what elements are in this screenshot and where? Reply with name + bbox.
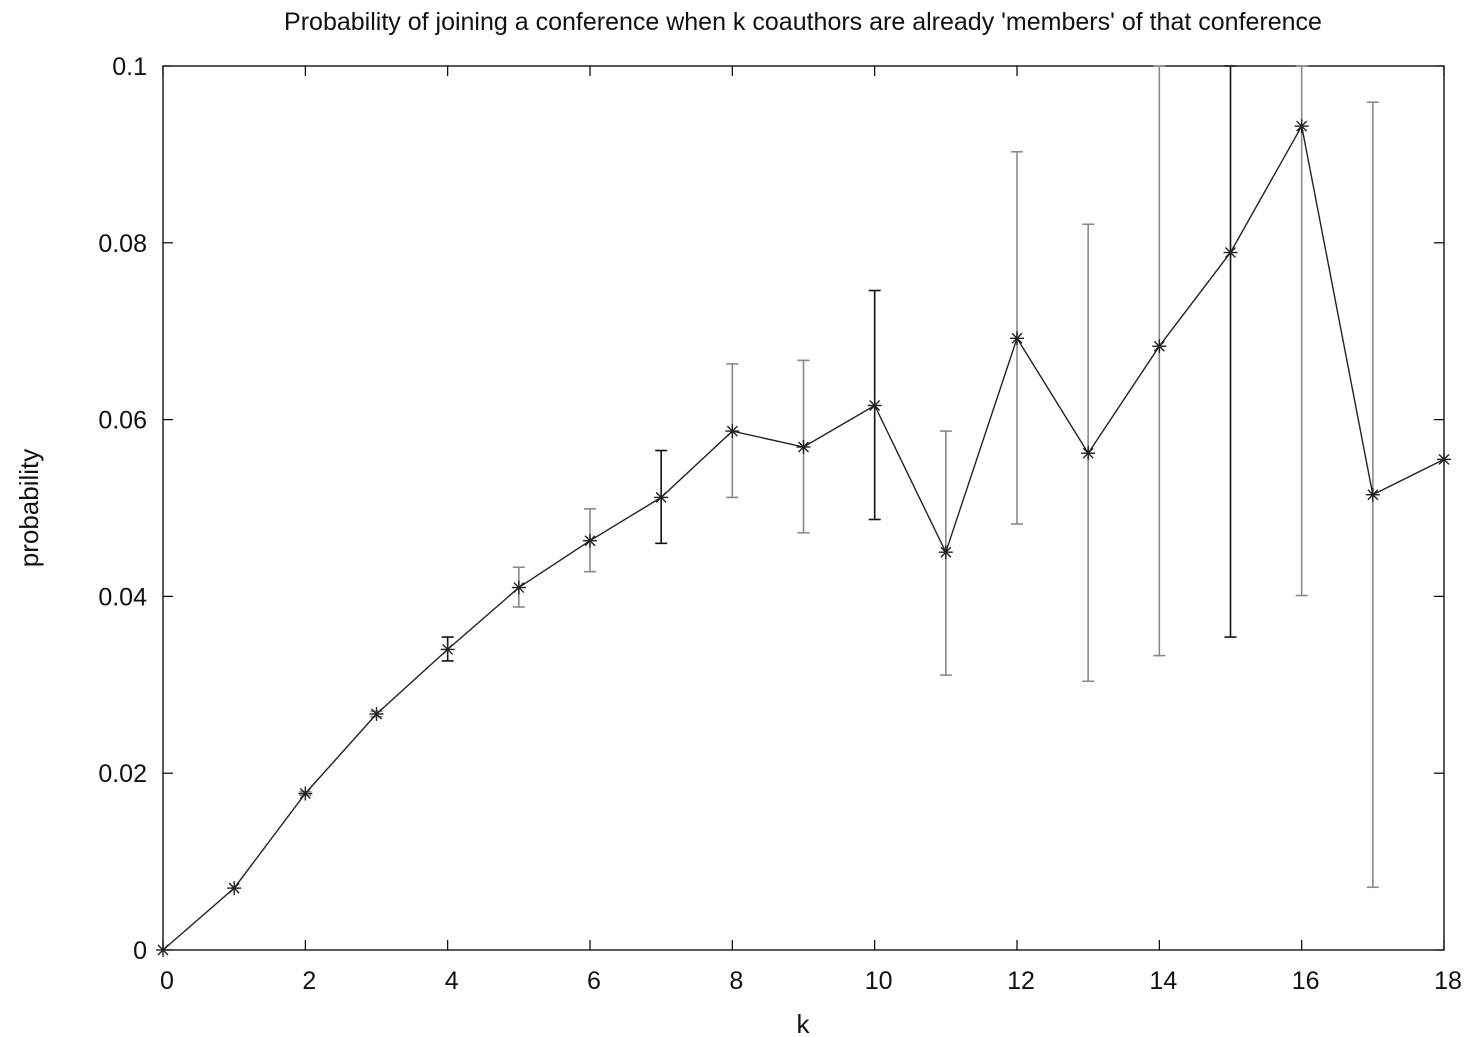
errorbars [299,65,1379,889]
y-axis: 0 0.02 0.04 0.06 0.08 0.1 [98,53,1444,965]
data-point [1365,487,1380,502]
x-tick-label: 18 [1434,967,1462,995]
data-point [511,580,526,595]
data-point [440,642,455,657]
data-point [156,943,170,957]
data-point [227,881,242,896]
data-point [796,440,811,455]
markers [156,119,1451,957]
x-tick-label: 10 [865,967,893,995]
data-point [1081,446,1096,461]
data-point [1294,119,1309,134]
x-tick-label: 2 [302,967,316,995]
chart-title: Probability of joining a conference when… [284,8,1322,36]
y-tick-label: 0 [133,937,147,965]
data-point [938,545,953,560]
data-point [654,490,669,505]
x-tick-label: 4 [445,967,459,995]
errorbar [1224,65,1237,638]
data-point [298,786,313,801]
y-tick-label: 0.08 [98,230,147,258]
y-axis-label: probability [14,449,44,568]
data-point [369,706,384,721]
data-point [1152,339,1167,354]
data-point [1437,452,1451,467]
series-line [162,124,1445,951]
y-tick-label: 0.04 [98,583,147,611]
data-point [1010,331,1024,346]
y-tick-label: 0.06 [98,407,147,435]
x-tick-label: 14 [1149,967,1177,995]
data-point [1223,245,1238,260]
plot-frame [162,65,1445,951]
x-tick-label: 0 [160,967,174,995]
y-tick-label: 0.1 [112,53,147,81]
x-tick-label: 12 [1007,967,1035,995]
x-tick-label: 6 [587,967,601,995]
data-point [583,533,597,548]
x-tick-label: 16 [1292,967,1320,995]
data-point [867,398,882,413]
errorbar [1295,65,1308,597]
y-tick-label: 0.02 [98,760,147,788]
errorbar [1153,65,1166,657]
x-axis-label: k [797,1009,811,1037]
x-axis: 0 2 4 6 8 10 12 14 16 18 [160,66,1462,995]
x-tick-label: 8 [729,967,743,995]
data-point [725,424,740,439]
